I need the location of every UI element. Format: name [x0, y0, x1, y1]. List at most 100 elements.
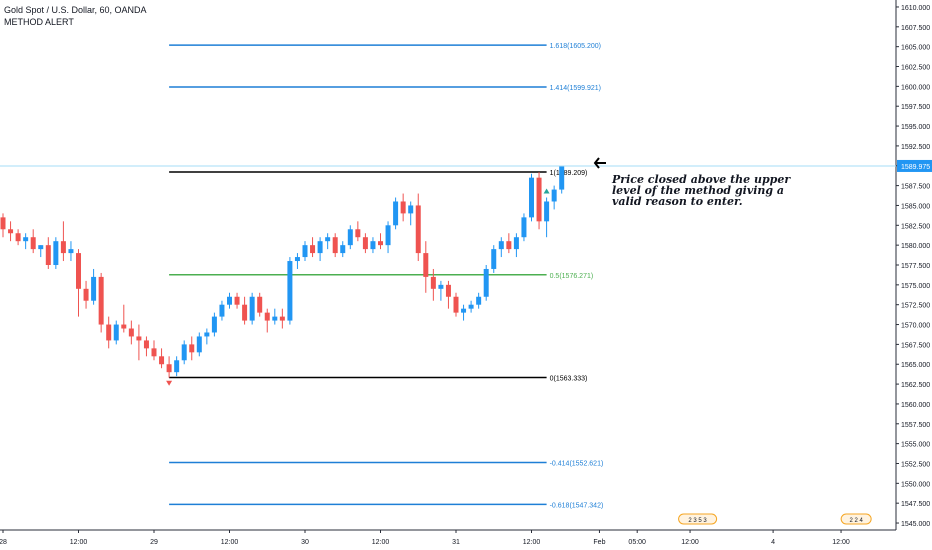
annotation-line: level of the method giving a	[612, 184, 785, 197]
candle-body	[257, 296, 263, 313]
candle-body	[234, 296, 240, 305]
candle-body	[38, 245, 44, 250]
price-tick-label: 1570.000	[901, 323, 930, 330]
candle-body	[8, 229, 14, 234]
price-tick-label: 1610.000	[901, 5, 930, 12]
time-tick-label: 12:00	[832, 539, 850, 546]
annotation-text: Price closed above the upper level of th…	[612, 173, 791, 208]
time-tick-label: 05:00	[628, 539, 646, 546]
candle-body	[453, 296, 459, 313]
candle-body	[559, 165, 565, 190]
time-tick-label: 12:00	[70, 539, 88, 546]
candle-body	[76, 253, 81, 289]
candle-body	[113, 324, 119, 341]
candle-body	[166, 364, 172, 373]
candle-body	[98, 276, 104, 325]
candle-body	[0, 217, 6, 230]
annotation-arrow	[593, 157, 606, 169]
candle-body	[483, 268, 489, 297]
candle-body	[227, 296, 232, 305]
candle-body	[529, 177, 534, 218]
candle-body	[181, 344, 187, 361]
price-tick-label: 1600.000	[901, 84, 930, 91]
price-tick-label: 1572.500	[901, 303, 930, 310]
price-tick-label: 1555.000	[901, 442, 930, 449]
price-tick-label: 1560.000	[901, 402, 930, 409]
candle-body	[242, 304, 248, 321]
candle-body	[362, 237, 368, 250]
candle-body	[83, 288, 89, 301]
candle-body	[310, 245, 316, 254]
price-tick-label: 1587.500	[901, 184, 930, 191]
time-tick-label: 28	[0, 539, 7, 546]
price-tick-label: 1585.000	[901, 203, 930, 210]
fib-level-label: -0.414(1552.621)	[550, 461, 604, 468]
candle-body	[287, 261, 293, 321]
price-tick-label: 1550.000	[901, 481, 930, 488]
chart-overlays	[166, 188, 550, 386]
fibonacci-levels: 1.618(1605.200) 1.414(1599.921) 1(1589.209…	[169, 43, 603, 509]
candle-body	[370, 241, 376, 250]
price-axis[interactable]	[896, 0, 932, 550]
candle-body	[332, 237, 338, 254]
candle-body	[347, 229, 353, 246]
buy-signal-arrow	[543, 188, 550, 194]
annotation-line: Price closed above the upper	[612, 173, 791, 186]
candle-body	[468, 304, 474, 309]
candle-body	[45, 245, 51, 265]
time-tick-label: 29	[150, 539, 158, 546]
event-badge-label: 2 2 4	[849, 518, 863, 524]
current-price-marker: 1589.975	[0, 159, 932, 172]
candle-body	[378, 241, 383, 246]
candle-body	[506, 241, 512, 250]
time-tick-label: Feb	[593, 539, 605, 546]
price-tick-label: 1595.000	[901, 124, 930, 131]
price-tick-label: 1545.000	[901, 521, 930, 528]
event-badge	[678, 513, 718, 525]
price-tick-label: 1547.500	[901, 501, 930, 508]
price-tick-label: 1607.500	[901, 25, 930, 32]
chart-title: Gold Spot / U.S. Dollar, 60, OANDA	[4, 5, 147, 15]
time-tick-label: 31	[452, 539, 460, 546]
candle-body	[430, 276, 436, 289]
candle-body	[264, 312, 270, 321]
candle-body	[53, 241, 59, 265]
candle-body	[91, 276, 97, 301]
candle-body	[317, 241, 323, 254]
candle-body	[68, 249, 74, 254]
fib-level-label: 0(1563.333)	[550, 375, 588, 382]
fib-level-label: 1.618(1605.200)	[550, 43, 601, 50]
candle-body	[551, 189, 557, 202]
candle-body	[211, 316, 217, 333]
candle-body	[393, 201, 399, 226]
event-badges: 2 3 5 3 2 2 4	[678, 513, 872, 525]
candle-body	[536, 177, 542, 222]
candle-body	[196, 336, 202, 353]
current-price-label: 1589.975	[901, 164, 930, 171]
candle-body	[128, 328, 134, 337]
candle-body	[498, 241, 504, 250]
time-axis[interactable]: 28 12:00 29 12:00 30 12:00 31 12:00 Feb 05:00 12:0…	[0, 530, 850, 546]
candle-body	[23, 237, 29, 242]
candle-body	[121, 324, 127, 329]
candle-body	[174, 360, 180, 373]
price-tick-label: 1567.500	[901, 342, 930, 349]
candle-body	[385, 225, 391, 246]
price-tick-label: 1557.500	[901, 422, 930, 429]
time-tick-label: 30	[301, 539, 309, 546]
candle-body	[294, 257, 300, 262]
candle-body	[204, 332, 210, 337]
candle-body	[445, 284, 451, 297]
candle-body	[400, 201, 406, 214]
price-tick-label: 1582.500	[901, 223, 930, 230]
candle-body	[136, 336, 142, 341]
price-tick-label: 1575.000	[901, 283, 930, 290]
annotation-line: valid reason to enter.	[612, 195, 743, 208]
price-tick-label: 1605.000	[901, 45, 930, 52]
candle-body	[30, 237, 36, 250]
candle-body	[521, 217, 527, 238]
time-tick-label: 12:00	[372, 539, 390, 546]
candle-body	[325, 237, 331, 242]
time-tick-label: 12:00	[681, 539, 699, 546]
